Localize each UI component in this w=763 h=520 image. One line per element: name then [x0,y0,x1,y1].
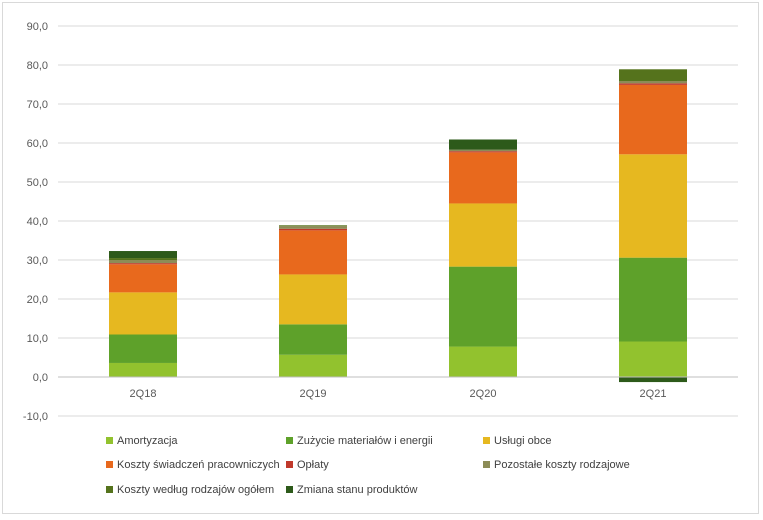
legend-label: Koszty świadczeń pracowniczych [117,459,280,471]
legend-label: Koszty według rodzajów ogółem [117,484,274,496]
bar-segment [619,377,687,383]
legend-swatch [106,461,113,468]
bar-segment [449,152,517,204]
x-tick-label: 2Q18 [130,388,157,400]
legend-label: Pozostałe koszty rodzajowe [494,459,630,471]
bar-segment [449,203,517,267]
bars [109,69,687,383]
legend-swatch [286,437,293,444]
y-tick-label: 20,0 [27,294,48,306]
legend-item: Zmiana stanu produktów [286,484,418,496]
bar-segment [279,354,347,377]
y-tick-label: 70,0 [27,99,48,111]
bar-segment [279,228,347,231]
legend-swatch [106,437,113,444]
legend-swatch [483,437,490,444]
y-tick-label: 30,0 [27,255,48,267]
y-tick-label: 40,0 [27,216,48,228]
bar-segment [619,257,687,342]
y-tick-label: 10,0 [27,333,48,345]
legend-swatch [286,486,293,493]
legend-item: Amortyzacja [106,435,178,447]
x-tick-label: 2Q19 [300,388,327,400]
bar-segment [109,292,177,335]
bar-segment [449,151,517,153]
legend-item: Koszty według rodzajów ogółem [106,484,274,496]
legend-label: Usługi obce [494,435,551,447]
bar-segment [619,80,687,84]
legend-label: Zmiana stanu produktów [297,484,418,496]
bar-segment [449,266,517,347]
x-tick-label: 2Q20 [470,388,497,400]
legend-label: Amortyzacja [117,435,178,447]
legend-item: Koszty świadczeń pracowniczych [106,459,280,471]
bar-segment [619,83,687,85]
stacked-bar-chart: -10,0 0,0 10,0 20,0 30,0 40,0 50,0 60,0 70,0 80,0… [23,21,738,496]
bar-segment [109,251,177,259]
x-tick-label: 2Q21 [640,388,667,400]
legend: Amortyzacja Zużycie materiałów i energii U… [106,435,630,496]
bar-segment [279,274,347,325]
bar-segment [279,230,347,275]
legend-item: Opłaty [286,459,329,471]
chart-frame: -10,0 0,0 10,0 20,0 30,0 40,0 50,0 60,0 70,0 80,0… [2,2,759,514]
bar-segment [109,362,177,377]
legend-item: Zużycie materiałów i energii [286,435,433,447]
bar-segment [109,334,177,363]
y-tick-label: -10,0 [23,411,48,423]
y-tick-label: 90,0 [27,21,48,33]
legend-item: Usługi obce [483,435,551,447]
axes: -10,0 0,0 10,0 20,0 30,0 40,0 50,0 60,0 70,0 80,0… [23,21,738,423]
bar-segment [109,263,177,265]
bar-segment [449,346,517,377]
legend-item: Pozostałe koszty rodzajowe [483,459,630,471]
y-tick-label: 0,0 [33,372,48,384]
bar-segment [619,154,687,258]
bar-segment [619,341,687,377]
bar-segment [449,149,517,152]
bar-segment [109,260,177,264]
y-tick-label: 50,0 [27,177,48,189]
bar-segment [109,258,177,260]
bar-segment [109,264,177,293]
bar-segment [279,225,347,227]
y-tick-label: 60,0 [27,138,48,150]
y-tick-label: 80,0 [27,60,48,72]
bar-segment [279,324,347,355]
bar-segment [449,139,517,150]
legend-swatch [483,461,490,468]
bar-segment [619,84,687,155]
legend-swatch [286,461,293,468]
bar-segment [279,226,347,229]
legend-swatch [106,486,113,493]
bar-segment [619,69,687,81]
legend-label: Opłaty [297,459,329,471]
legend-label: Zużycie materiałów i energii [297,435,433,447]
